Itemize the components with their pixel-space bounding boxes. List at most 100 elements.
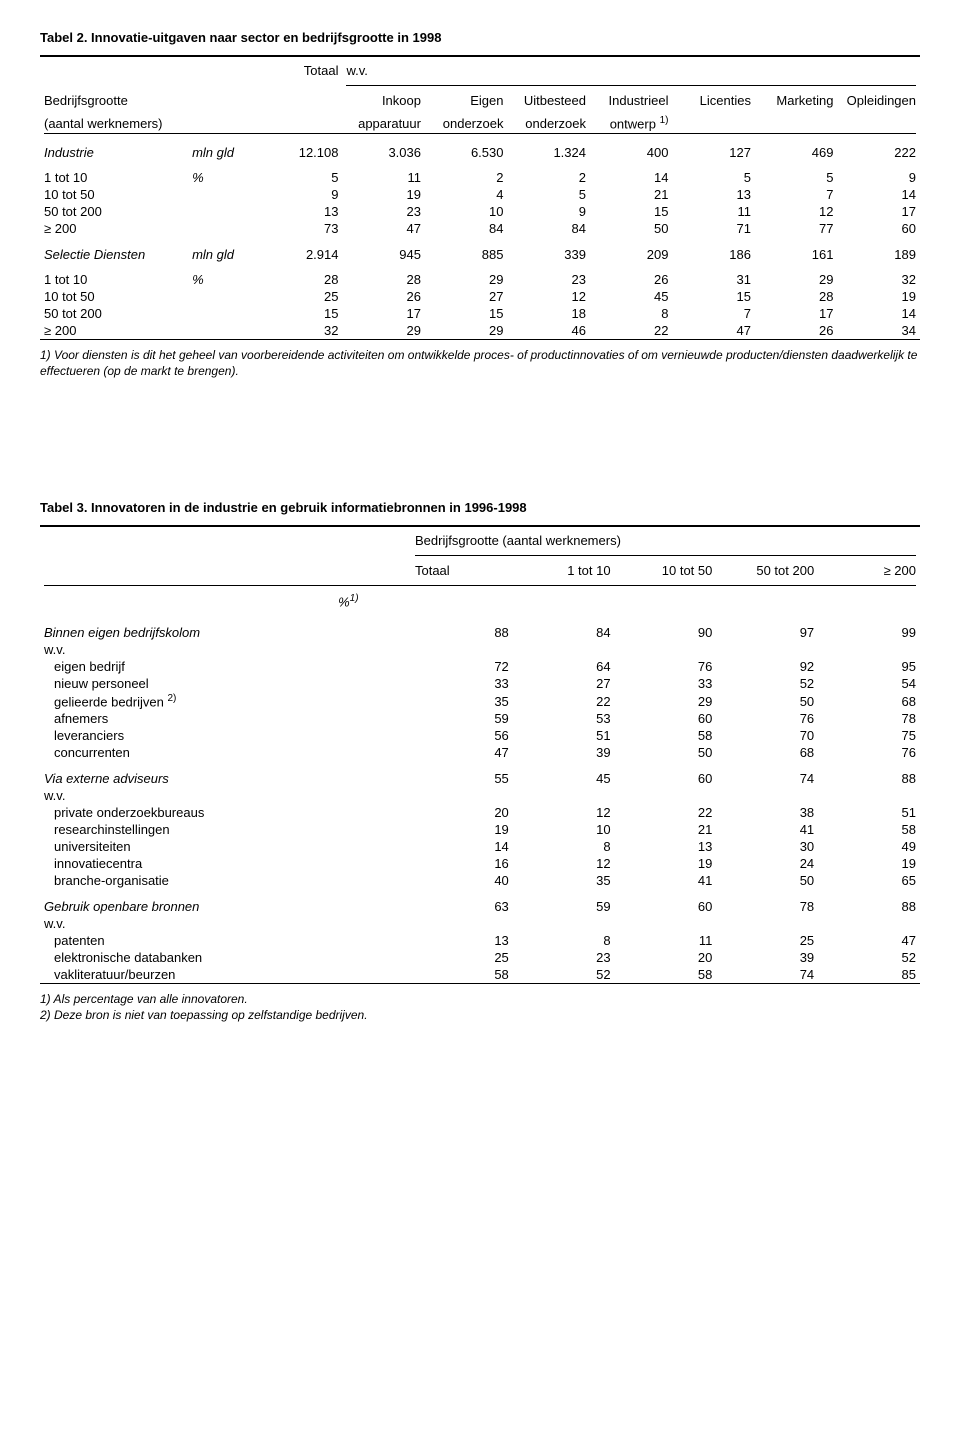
table2-row-label: 50 tot 200	[40, 203, 188, 220]
table3-wv: w.v.	[40, 787, 334, 804]
table2-row-unit: %	[188, 271, 260, 288]
table3-cell: 58	[615, 966, 717, 983]
table3-cell: 22	[615, 804, 717, 821]
table3-cell: 92	[716, 658, 818, 675]
table3-col: Totaal	[411, 557, 513, 584]
table2-title: Tabel 2. Innovatie-uitgaven naar sector …	[40, 30, 920, 45]
table3-cell: 60	[615, 710, 717, 727]
table2-cell: 34	[837, 322, 920, 339]
table2-cell: 222	[837, 135, 920, 161]
row-header-1: Bedrijfsgrootte	[40, 87, 188, 114]
table3-cell: 51	[818, 804, 920, 821]
table2-cell: 18	[507, 305, 590, 322]
table3-cell: 76	[716, 710, 818, 727]
table3-cell: 52	[513, 966, 615, 983]
table3-cell: 88	[411, 615, 513, 641]
table2-section-unit: mln gld	[188, 237, 260, 263]
table3-cell: 75	[818, 727, 920, 744]
table3-cell: 13	[411, 932, 513, 949]
table3-cell: 51	[513, 727, 615, 744]
table2-row-unit	[188, 203, 260, 220]
table2-cell: 14	[837, 305, 920, 322]
table2-row-label: 10 tot 50	[40, 186, 188, 203]
table3-cell: 33	[411, 675, 513, 692]
table2-col-l1: Uitbesteed	[507, 87, 590, 114]
table3-cell: 19	[818, 855, 920, 872]
table3-cell: 29	[615, 692, 717, 710]
table2-row-label: 1 tot 10	[40, 169, 188, 186]
table3-cell: 74	[716, 761, 818, 787]
table2-cell: 11	[672, 203, 755, 220]
table2-row-label: 1 tot 10	[40, 271, 188, 288]
table2-cell: 945	[342, 237, 425, 263]
table2-section-label: Industrie	[40, 135, 188, 161]
table2-cell: 12	[507, 288, 590, 305]
table2-cell: 32	[837, 271, 920, 288]
row-header-2: (aantal werknemers)	[40, 114, 188, 132]
table2-cell: 47	[342, 220, 425, 237]
table3-cell: 52	[716, 675, 818, 692]
table3-cell: 52	[818, 949, 920, 966]
table3-cell: 10	[513, 821, 615, 838]
table3-cell: 72	[411, 658, 513, 675]
table3-cell: 76	[818, 744, 920, 761]
table3-cell: 70	[716, 727, 818, 744]
table2-cell: 47	[672, 322, 755, 339]
table3-row-label: private onderzoekbureaus	[40, 804, 334, 821]
table2-col-l2	[672, 114, 755, 132]
table2-cell: 29	[425, 322, 508, 339]
table2-cell: 5	[507, 186, 590, 203]
table3-cell: 88	[818, 889, 920, 915]
table3-cell: 39	[716, 949, 818, 966]
table3-cell: 74	[716, 966, 818, 983]
table2-cell: 23	[342, 203, 425, 220]
table3-cell: 68	[818, 692, 920, 710]
table3-cell: 95	[818, 658, 920, 675]
table2-col-l1: Inkoop	[342, 87, 425, 114]
table2-cell: 17	[755, 305, 838, 322]
table3-cell: 19	[411, 821, 513, 838]
table3-cell: 41	[615, 872, 717, 889]
table2-cell: 31	[672, 271, 755, 288]
table2-row-label: ≥ 200	[40, 220, 188, 237]
table3-cell: 25	[716, 932, 818, 949]
table2-cell: 22	[590, 322, 673, 339]
table2-row-unit	[188, 322, 260, 339]
table2-cell: 50	[590, 220, 673, 237]
table3-row-label: leveranciers	[40, 727, 334, 744]
table2-cell: 6.530	[425, 135, 508, 161]
table3-row-label: vakliteratuur/beurzen	[40, 966, 334, 983]
table2-cell: 17	[837, 203, 920, 220]
table2-row-unit	[188, 186, 260, 203]
table2-cell: 5	[260, 169, 343, 186]
table2-row-label: 10 tot 50	[40, 288, 188, 305]
table3-cell: 58	[411, 966, 513, 983]
table3-cell: 23	[513, 949, 615, 966]
table3-row-label: nieuw personeel	[40, 675, 334, 692]
table2-cell: 2	[507, 169, 590, 186]
table3-cell: 35	[411, 692, 513, 710]
table3-cell: 97	[716, 615, 818, 641]
table3: Bedrijfsgrootte (aantal werknemers) Tota…	[40, 527, 920, 984]
table3-section-label: Via externe adviseurs	[40, 761, 334, 787]
table3-cell: 8	[513, 838, 615, 855]
table3-cell: 47	[411, 744, 513, 761]
table3-footnote-1: 1) Als percentage van alle innovatoren.	[40, 992, 920, 1008]
table3-cell: 16	[411, 855, 513, 872]
table2-col-l2: ontwerp 1)	[590, 114, 673, 132]
table3-cell: 39	[513, 744, 615, 761]
table2-cell: 15	[260, 305, 343, 322]
table2-cell: 127	[672, 135, 755, 161]
table3-row-label: elektronische databanken	[40, 949, 334, 966]
table3-cell: 49	[818, 838, 920, 855]
table2-cell: 29	[755, 271, 838, 288]
table2-cell: 28	[755, 288, 838, 305]
table3-colgroup-rule	[415, 555, 916, 556]
table3-col: 1 tot 10	[513, 557, 615, 584]
table3-col: ≥ 200	[818, 557, 920, 584]
table2-cell: 469	[755, 135, 838, 161]
table3-cell: 33	[615, 675, 717, 692]
table2-cell: 19	[837, 288, 920, 305]
table2-cell: 45	[590, 288, 673, 305]
table2-cell: 23	[507, 271, 590, 288]
